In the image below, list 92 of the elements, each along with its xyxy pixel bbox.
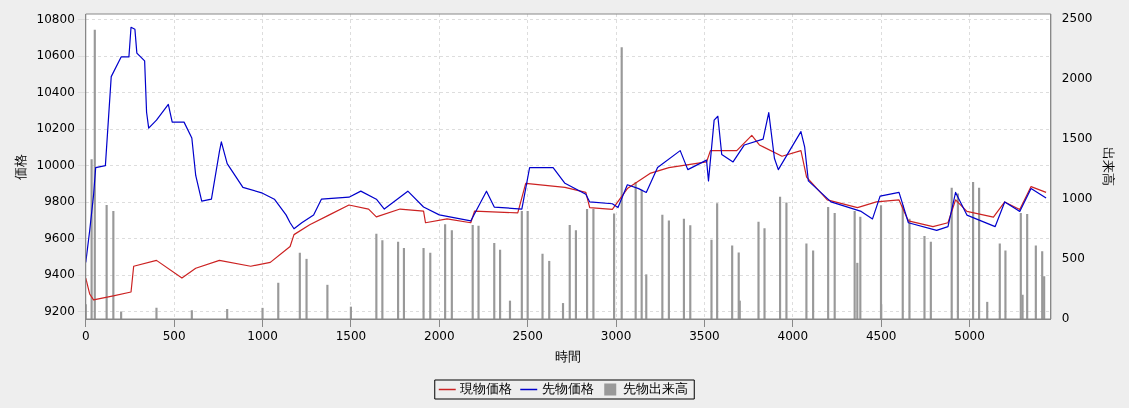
bar — [1019, 212, 1022, 319]
bar — [682, 218, 685, 319]
y2-axis-title: 出来高 — [1100, 147, 1116, 186]
y2-tick-label: 1500 — [1061, 131, 1093, 146]
bar — [827, 207, 830, 319]
bar — [853, 210, 856, 319]
x-axis-title: 時間 — [555, 348, 582, 364]
bar — [908, 218, 911, 319]
bar — [998, 243, 1001, 319]
y-tick-label: 9600 — [44, 230, 75, 245]
bar — [471, 225, 474, 319]
x-tick-label: 3000 — [600, 329, 632, 344]
y2-tick-label: 500 — [1061, 251, 1085, 266]
y2-tick-label: 1000 — [1061, 191, 1093, 206]
bar — [923, 235, 926, 319]
bar — [429, 252, 432, 319]
y-tick-label: 10400 — [36, 84, 75, 99]
y2-tick-label: 2000 — [1061, 70, 1093, 85]
bar — [477, 225, 480, 319]
legend-label: 先物出来高 — [623, 380, 689, 396]
bar — [526, 211, 529, 319]
x-tick-label: 5000 — [954, 329, 985, 344]
bar — [763, 228, 766, 319]
bar — [1034, 245, 1037, 319]
legend-label: 先物価格 — [541, 380, 594, 396]
x-tick-label: 4500 — [865, 329, 897, 344]
x-tick-label: 1500 — [335, 329, 367, 344]
y-tick-label: 10200 — [36, 121, 75, 136]
bar — [972, 182, 975, 319]
bar — [541, 253, 544, 319]
bar — [381, 240, 384, 319]
bar — [112, 211, 115, 319]
bar — [805, 243, 808, 319]
bar — [645, 274, 648, 319]
bar — [493, 242, 496, 319]
bar — [105, 205, 108, 319]
bar — [402, 248, 406, 319]
bar — [778, 196, 782, 319]
bar — [929, 241, 932, 319]
bar — [613, 213, 616, 319]
bar — [568, 225, 571, 319]
y-tick-label: 10800 — [36, 11, 75, 26]
y-tick-label: 10600 — [36, 48, 75, 63]
bar — [689, 225, 692, 319]
bar — [155, 307, 158, 319]
x-tick-label: 1000 — [247, 329, 278, 344]
bar — [661, 214, 664, 319]
bar — [277, 282, 280, 319]
y-tick-label: 9200 — [44, 303, 75, 318]
x-tick-label: 0 — [81, 329, 90, 344]
x-tick-label: 4000 — [777, 329, 809, 344]
bar — [450, 230, 453, 319]
bar — [1041, 251, 1044, 319]
x-tick-label: 2500 — [512, 329, 543, 344]
bar — [634, 182, 637, 319]
bar — [1026, 213, 1029, 319]
bar — [548, 260, 551, 319]
bar — [422, 248, 425, 319]
y2-tick-label: 0 — [1061, 311, 1070, 326]
bar — [397, 241, 400, 319]
bar — [859, 216, 862, 319]
bar — [574, 230, 577, 319]
bar — [757, 221, 760, 319]
bar — [812, 250, 815, 319]
bar — [978, 187, 981, 319]
bar — [640, 189, 643, 319]
y-axis-title: 価格 — [13, 153, 29, 180]
y-tick-label: 9400 — [44, 267, 75, 282]
bar — [520, 211, 523, 319]
bar — [833, 212, 836, 319]
bar — [375, 233, 378, 319]
y-tick-label: 9800 — [44, 194, 75, 209]
bar — [585, 209, 589, 319]
x-tick-label: 500 — [162, 329, 186, 344]
y-tick-label: 10000 — [36, 157, 75, 172]
bar — [716, 203, 719, 319]
y2-tick-label: 2500 — [1061, 10, 1093, 25]
legend-label: 現物価格 — [460, 380, 513, 396]
bar — [731, 245, 734, 319]
x-tick-label: 2000 — [424, 329, 455, 344]
bar — [592, 209, 595, 319]
bar — [298, 252, 301, 319]
bar — [667, 220, 670, 319]
bar — [785, 202, 788, 319]
bar — [710, 239, 713, 319]
bar — [444, 224, 447, 319]
bar — [305, 258, 308, 319]
bar — [1004, 250, 1007, 319]
bar — [261, 307, 264, 319]
bar — [620, 47, 623, 319]
bar — [499, 249, 502, 319]
x-tick-label: 3500 — [689, 329, 720, 344]
